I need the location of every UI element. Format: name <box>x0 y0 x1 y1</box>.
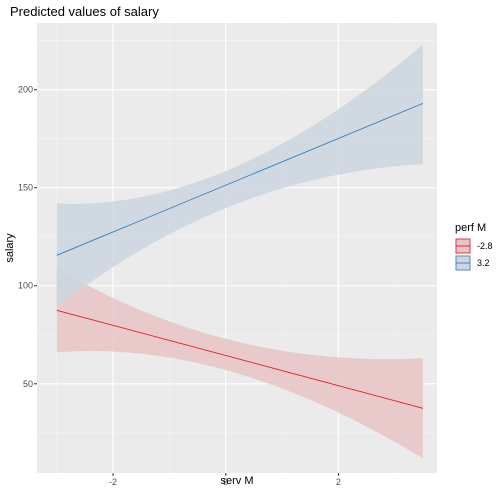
confidence-ribbon-1 <box>56 268 423 459</box>
confidence-ribbons <box>56 44 423 459</box>
y-axis-title: salary <box>4 233 16 263</box>
confidence-ribbon-2 <box>56 44 423 308</box>
y-tick-label: 150 <box>18 183 33 193</box>
x-tick-label: -2 <box>109 477 117 487</box>
chart-title: Predicted values of salary <box>10 4 159 19</box>
legend-label-1: -2.8 <box>477 241 493 251</box>
y-axis: 50 100 150 200 <box>18 85 37 389</box>
x-tick-label: 0 <box>223 477 228 487</box>
x-tick-label: 2 <box>336 477 341 487</box>
x-axis-title: serv M <box>221 475 254 487</box>
legend-title: perf M <box>455 222 486 234</box>
legend-label-2: 3.2 <box>477 258 490 268</box>
legend: perf M -2.8 3.2 <box>455 222 493 271</box>
y-tick-label: 100 <box>18 281 33 291</box>
y-tick-label: 200 <box>18 85 33 95</box>
y-tick-label: 50 <box>23 379 33 389</box>
series-line-2 <box>56 102 424 256</box>
x-axis: -2 0 2 <box>109 473 341 487</box>
series-line-1 <box>56 309 424 409</box>
series-lines <box>56 102 424 409</box>
